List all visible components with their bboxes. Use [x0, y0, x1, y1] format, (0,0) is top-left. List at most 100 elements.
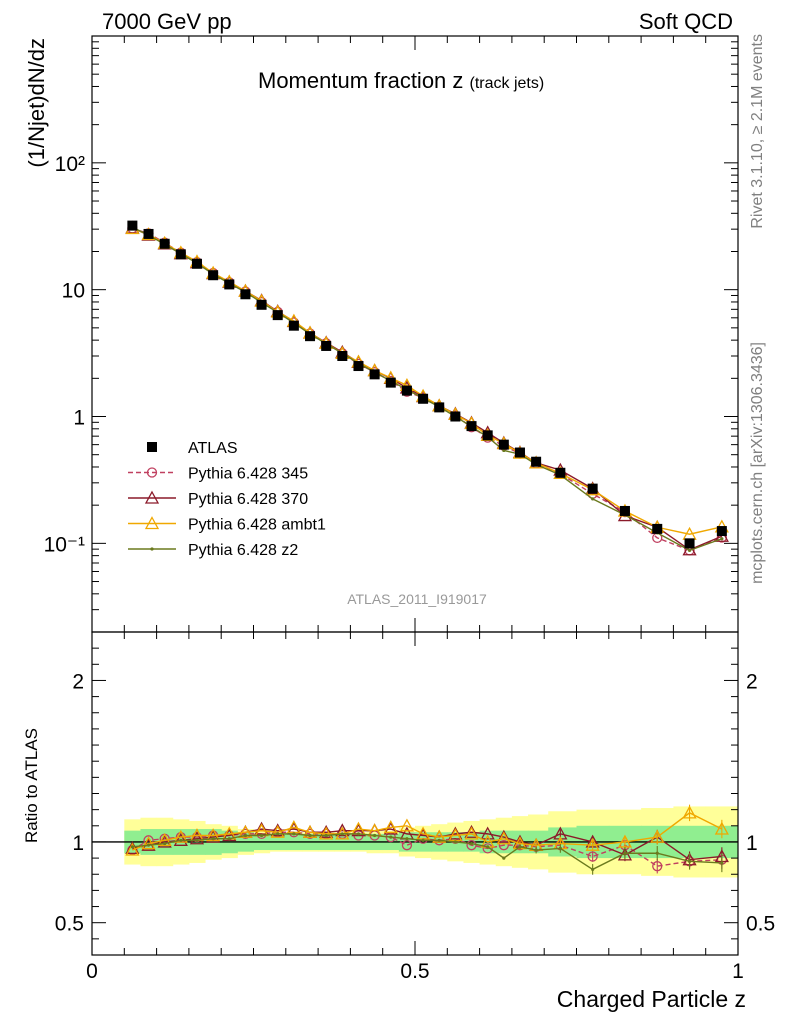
header-energy-label: 7000 GeV pp — [102, 9, 232, 34]
ratio-series-point — [383, 820, 398, 834]
atlas-data-point — [224, 279, 235, 290]
ratio-series-point — [270, 824, 285, 838]
ratio-series-point — [340, 832, 344, 836]
ratio-series-point — [480, 826, 495, 840]
ratio-series-point — [652, 861, 663, 872]
ratio-series-point — [486, 845, 490, 849]
ratio-y-tick-label-right: 1 — [746, 832, 758, 855]
ratio-series-point — [405, 837, 409, 841]
atlas-data-point — [466, 421, 477, 432]
ratio-series-point — [432, 829, 447, 843]
x-tick-label: 0 — [86, 960, 98, 983]
main-y-tick-labels: 10⁻¹ 1 10 10² — [44, 153, 85, 557]
atlas-data-point — [652, 523, 663, 534]
atlas-data-point — [143, 228, 154, 239]
ratio-series-point — [243, 833, 248, 838]
ratio-y-tick-label-right: 2 — [746, 670, 758, 693]
ratio-series-point — [276, 832, 280, 836]
x-tick-label: 1 — [732, 960, 744, 983]
ratio-series-point — [270, 823, 285, 837]
ratio-series-point — [482, 843, 493, 854]
atlas-data-point — [191, 258, 202, 269]
ratio-series-point — [498, 840, 509, 851]
atlas-data-point — [684, 538, 695, 549]
ratio-series-point — [453, 840, 457, 844]
legend-label: Pythia 6.428 370 — [188, 491, 308, 508]
atlas-data-point — [353, 361, 364, 372]
main-series-point — [591, 497, 595, 501]
ratio-series-point — [469, 841, 474, 846]
ratio-series-point — [195, 838, 199, 842]
ratio-series-point — [222, 828, 237, 842]
ratio-series-point — [227, 837, 231, 841]
main-series-point — [502, 448, 506, 453]
ratio-series-point — [173, 829, 188, 843]
x-tick-labels: 0 0.5 1 — [86, 960, 744, 983]
main-series-point — [720, 537, 724, 541]
x-axis-label: Charged Particle z — [557, 986, 746, 1012]
ratio-series-point — [319, 824, 334, 838]
ratio-series-point — [496, 829, 511, 843]
ratio-series-point — [682, 805, 697, 819]
ratio-series-point — [259, 833, 264, 838]
atlas-data-point — [482, 430, 493, 441]
atlas-data-point — [498, 439, 509, 450]
atlas-data-point — [159, 238, 170, 249]
atlas-data-point — [450, 411, 461, 422]
ratio-series-point — [373, 833, 377, 838]
atlas-data-point — [208, 270, 219, 281]
ratio-y-tick-label-right: 0.5 — [746, 913, 775, 936]
ratio-series-point — [437, 838, 441, 842]
ratio-series-point — [714, 821, 729, 835]
main-series-line — [132, 227, 723, 535]
atlas-data-point — [401, 385, 412, 396]
mcplots-url-label: mcplots.cern.ch [arXiv:1306.3436] — [749, 342, 766, 584]
ratio-y-tick-label: 0.5 — [55, 913, 84, 936]
legend-marker — [147, 442, 157, 452]
legend-label: Pythia 6.428 345 — [188, 466, 308, 483]
legend: ATLAS Pythia 6.428 345 Pythia 6.428 370 Pyt… — [128, 440, 326, 559]
ratio-series-point — [211, 837, 215, 841]
ratio-series-point — [324, 833, 328, 838]
ratio-series-point — [319, 826, 334, 840]
ratio-y-tick-label: 2 — [72, 670, 84, 693]
legend-marker — [144, 490, 160, 504]
legend-label: ATLAS — [188, 440, 238, 457]
ratio-series-point — [179, 838, 183, 842]
ratio-series-point — [308, 833, 312, 838]
ratio-plot-frame — [91, 631, 739, 956]
atlas-data-point — [272, 310, 283, 321]
ratio-y-ticks — [92, 647, 738, 940]
x-tick-label: 0.5 — [400, 960, 429, 983]
legend-marker — [150, 547, 154, 551]
atlas-data-point — [256, 299, 267, 310]
ratio-series-point — [585, 837, 600, 851]
atlas-data-point — [434, 402, 445, 413]
ratio-series-line — [132, 833, 722, 871]
legend-marker — [144, 516, 160, 530]
ratio-series-point — [130, 845, 134, 849]
x-ticks — [91, 36, 739, 955]
ratio-series-point — [502, 856, 506, 860]
ratio-y-tick-labels: 0.5 0.5 1 1 2 2 — [55, 670, 775, 935]
atlas-data-point — [288, 320, 299, 331]
analysis-label: ATLAS_2011_I919017 — [347, 591, 487, 607]
ratio-series-point — [292, 832, 296, 836]
ratio-series-point — [687, 859, 692, 863]
ratio-y-tick-label: 1 — [72, 832, 84, 855]
ratio-series-point — [466, 840, 477, 851]
atlas-data-point — [127, 220, 138, 231]
ratio-series-point — [448, 826, 463, 840]
ratio-series-point — [655, 851, 659, 855]
legend-marker — [146, 467, 158, 478]
main-series-point — [687, 548, 692, 552]
rivet-version-label: Rivet 3.1.10, ≥ 2.1M events — [749, 34, 766, 229]
ratio-series-point — [623, 851, 627, 855]
atlas-data-point — [369, 369, 380, 380]
atlas-data-point — [531, 456, 542, 467]
ratio-series-point — [335, 823, 350, 837]
ratio-series-point — [421, 838, 425, 842]
atlas-data-point — [385, 377, 396, 388]
atlas-data-point — [555, 467, 566, 478]
